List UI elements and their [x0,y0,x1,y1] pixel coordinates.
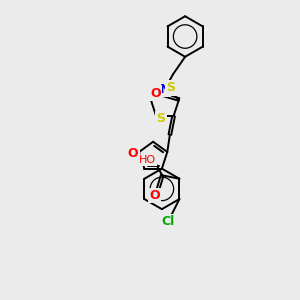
Text: S: S [167,82,176,94]
Text: O: O [149,189,160,202]
Text: O: O [150,87,161,100]
Text: O: O [128,147,138,160]
Text: HO: HO [139,154,156,165]
Text: Cl: Cl [162,215,175,228]
Text: S: S [157,112,166,125]
Text: N: N [160,83,170,96]
